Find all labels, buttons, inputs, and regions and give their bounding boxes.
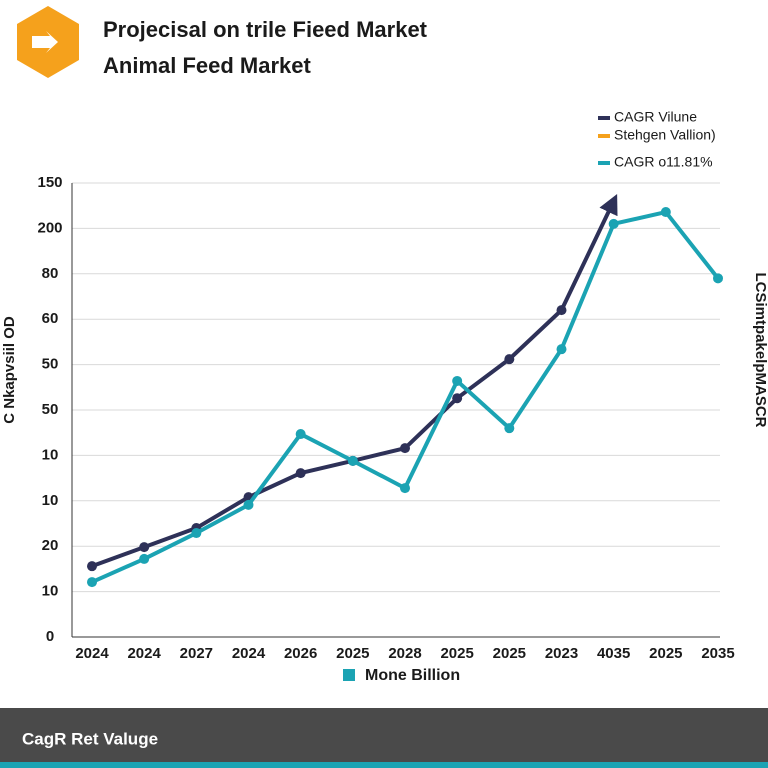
data-point: [243, 499, 254, 510]
data-point: [556, 344, 567, 355]
logo-icon: [32, 31, 58, 53]
x-tick-label: 2026: [284, 645, 317, 662]
y-tick-label: 10: [42, 583, 59, 600]
y2-axis-label: LCSimtpakelpMASCR: [752, 272, 768, 427]
legend-label: CAGR Vilune: [614, 109, 697, 125]
y-tick-label: 20: [42, 537, 59, 554]
title: Projecisal on trile Fieed Market: [103, 17, 428, 42]
x-tick-label: 2027: [180, 645, 213, 662]
x-tick-label: 2024: [127, 645, 161, 662]
y-tick-label: 150: [37, 174, 62, 191]
series-line: [91, 193, 618, 569]
data-point: [139, 542, 150, 553]
x-tick-label: 2028: [388, 645, 421, 662]
data-point: [400, 483, 410, 494]
y-tick-label: 0: [46, 628, 54, 645]
x-tick-label: 2024: [232, 645, 266, 662]
data-point: [504, 354, 515, 365]
x-tick-label: 2025: [493, 645, 526, 662]
data-point: [504, 423, 515, 434]
y-tick-label: 50: [42, 356, 59, 373]
footer-stripe: [0, 762, 768, 768]
x-tick-label: 2025: [336, 645, 369, 662]
y-tick-label: 200: [37, 219, 62, 236]
y-tick-label: 80: [42, 265, 59, 282]
footer-text: CagR Ret Valuge: [22, 729, 158, 748]
y-tick-label: 50: [42, 401, 59, 418]
footer: [0, 708, 768, 762]
legend-label: Stehgen Vallion): [614, 127, 716, 143]
x-tick-label: 2023: [545, 645, 578, 662]
x-tick-label: 2025: [440, 645, 473, 662]
legend-swatch: [343, 669, 355, 681]
data-point: [608, 218, 619, 229]
data-point: [452, 393, 463, 404]
data-point: [347, 455, 358, 466]
data-point: [87, 561, 97, 572]
data-point: [295, 468, 306, 479]
data-point: [660, 207, 671, 218]
legend-label: CAGR o11.81%: [614, 154, 713, 170]
x-tick-label: 4035: [597, 645, 630, 662]
data-point: [87, 577, 97, 588]
y-tick-label: 10: [42, 492, 59, 509]
subtitle: Animal Feed Market: [103, 53, 312, 78]
x-tick-label: 2035: [701, 645, 734, 662]
y-axis-label: C Nkapvsiil OD: [1, 316, 18, 424]
data-point: [452, 375, 463, 386]
x-tick-label: 2024: [75, 645, 109, 662]
data-point: [295, 429, 306, 440]
data-point: [713, 273, 723, 284]
data-point: [556, 305, 567, 316]
bottom-legend: Mone Billion: [365, 667, 460, 684]
x-tick-label: 2025: [649, 645, 682, 662]
data-point: [400, 443, 410, 454]
data-point: [139, 553, 150, 564]
y-tick-label: 10: [42, 446, 59, 463]
data-point: [191, 528, 202, 539]
series-line: [91, 210, 720, 584]
y-tick-label: 60: [42, 310, 59, 327]
